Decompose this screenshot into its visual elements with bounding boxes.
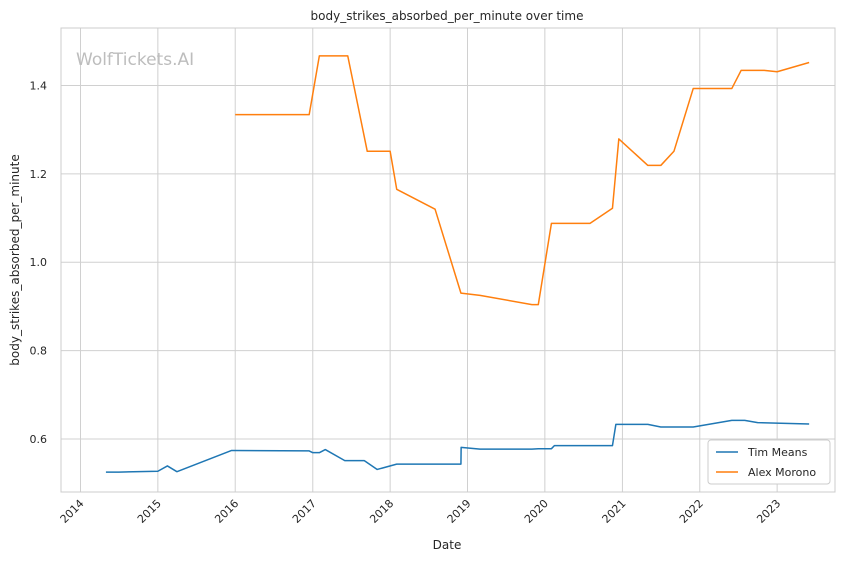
legend: Tim Means Alex Morono: [707, 439, 831, 485]
x-tick-label: 2014: [58, 497, 87, 526]
x-tick-label: 2020: [522, 497, 551, 526]
y-tick-label: 0.8: [30, 345, 48, 358]
y-axis-label: body_strikes_absorbed_per_minute: [8, 154, 22, 365]
x-tick-label: 2015: [135, 497, 164, 526]
x-tick-label: 2017: [290, 497, 319, 526]
y-tick-label: 1.0: [30, 256, 48, 269]
chart-title: body_strikes_absorbed_per_minute over ti…: [311, 9, 584, 23]
axes: [60, 27, 836, 493]
series-layer: [105, 55, 810, 473]
y-tick-label: 1.4: [30, 79, 48, 92]
grid: [61, 28, 835, 492]
legend-label-tim-means: Tim Means: [747, 446, 808, 459]
x-tick-label: 2022: [677, 497, 706, 526]
tick-labels: 2014 2015 2016 2017 2018 2019 2020 2021 2022 2023…: [30, 79, 784, 525]
x-tick-label: 2018: [367, 497, 396, 526]
series-line-alex-morono: [235, 55, 810, 306]
legend-label-alex-morono: Alex Morono: [748, 466, 816, 479]
x-tick-label: 2021: [600, 497, 629, 526]
watermark: WolfTickets.AI: [76, 50, 194, 70]
x-tick-label: 2023: [754, 497, 783, 526]
x-tick-label: 2016: [212, 497, 241, 526]
legend-box: [707, 439, 831, 485]
plot-frame: [60, 27, 836, 493]
x-tick-label: 2019: [445, 497, 474, 526]
x-axis-label: Date: [433, 538, 462, 552]
y-tick-label: 0.6: [30, 433, 48, 446]
series-line-tim-means: [105, 419, 810, 473]
y-tick-label: 1.2: [30, 168, 48, 181]
